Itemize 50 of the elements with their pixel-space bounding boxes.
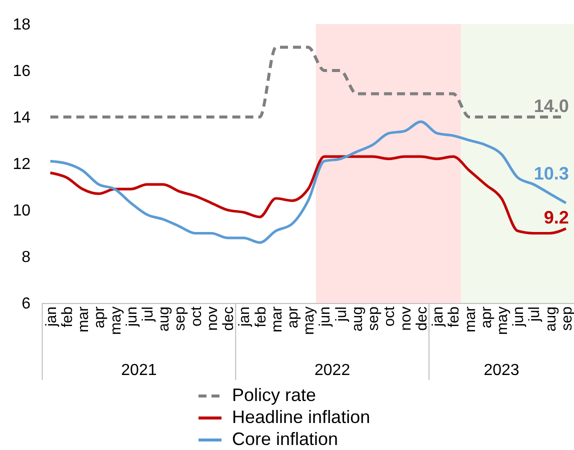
x-tick-label: mar: [75, 306, 92, 332]
x-tick-label: aug: [542, 306, 560, 332]
data-label: 14.0: [534, 96, 569, 116]
x-tick-label: feb: [446, 306, 463, 328]
line-series: [49, 155, 568, 235]
x-tick-label: aug: [156, 306, 173, 332]
x-tick-label: apr: [91, 306, 108, 328]
x-tick-label: may: [300, 306, 318, 335]
x-tick-label: feb: [58, 306, 76, 328]
x-tick-label: dec: [220, 306, 238, 331]
y-tick-label: 8: [22, 249, 31, 266]
x-tick-label: jul: [332, 306, 350, 323]
x-tick-label: oct: [188, 306, 205, 327]
x-tick-label: sep: [365, 306, 382, 331]
data-label: 9.2: [544, 208, 569, 228]
y-tick-label: 14: [12, 110, 31, 126]
x-tick-label: sep: [172, 306, 189, 331]
legend-label: Policy rate: [232, 385, 316, 405]
text: 2023: [484, 362, 520, 379]
x-tick-label: apr: [284, 306, 302, 328]
x-tick-label: mar: [268, 306, 286, 332]
x-tick-label: oct: [381, 306, 398, 327]
legend-label: Core inflation: [232, 429, 338, 449]
text: 2022: [314, 362, 350, 379]
x-tick-label: feb: [252, 306, 270, 328]
x-tick-label: jul: [139, 306, 156, 323]
line-series: [49, 120, 568, 244]
x-tick-label: aug: [348, 306, 366, 332]
x-tick-label: jun: [123, 306, 140, 328]
y-tick-label: 18: [12, 16, 31, 34]
x-tick-label: dec: [413, 306, 430, 331]
y-tick-label: 16: [12, 63, 31, 80]
x-tick-label: jan: [42, 306, 60, 328]
x-tick-label: may: [494, 306, 511, 335]
y-tick-label: 10: [12, 202, 31, 220]
x-tick-label: jan: [236, 306, 254, 328]
x-tick-label: jul: [526, 306, 544, 323]
x-tick-label: nov: [204, 306, 221, 331]
x-tick-label: may: [107, 306, 124, 335]
x-tick-label: nov: [397, 306, 414, 331]
y-tick-label: 12: [12, 156, 31, 173]
x-tick-label: jun: [316, 306, 334, 328]
x-tick-label: apr: [478, 306, 495, 328]
x-tick-label: jan: [430, 306, 447, 328]
x-tick-label: mar: [462, 306, 479, 332]
text: 2021: [121, 362, 157, 379]
x-tick-label: jun: [510, 306, 528, 328]
legend-label: Headline inflation: [232, 407, 370, 427]
y-tick-label: 6: [22, 296, 31, 312]
data-label: 10.3: [534, 163, 569, 184]
